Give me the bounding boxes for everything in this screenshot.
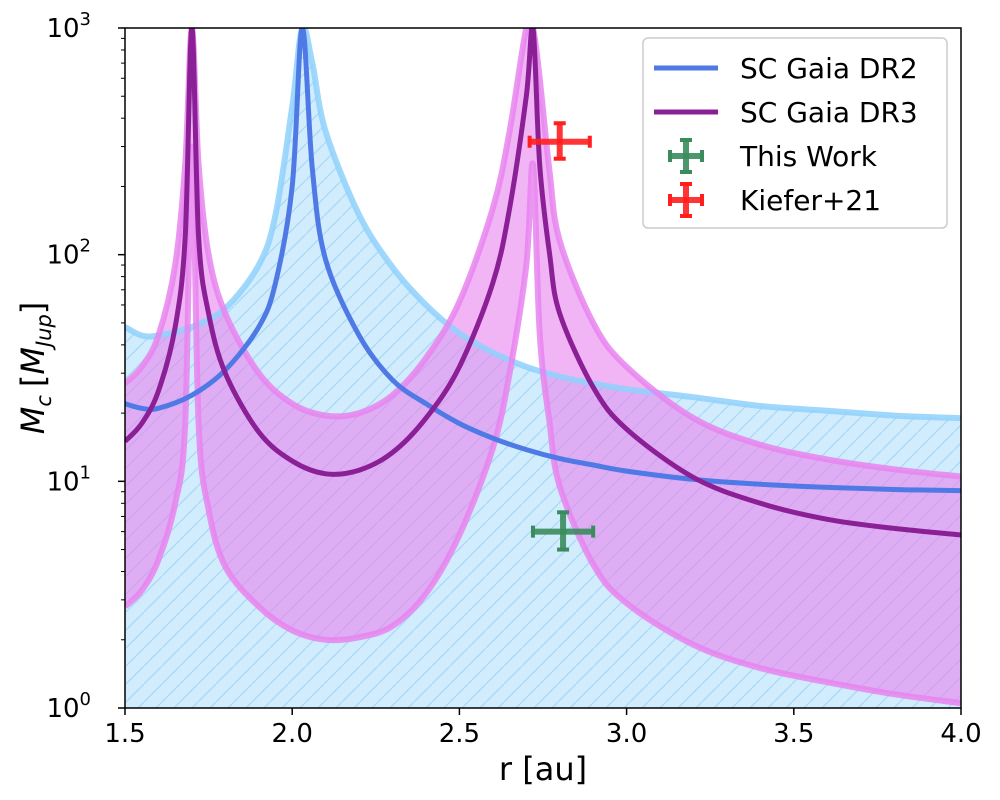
x-tick-label: 3.5 — [773, 719, 814, 749]
legend: SC Gaia DR2 SC Gaia DR3 This Work Kiefer+21 — [642, 37, 948, 229]
x-tick-label: 2.5 — [439, 719, 480, 749]
x-axis-ticks: 1.5 2.0 2.5 3.0 3.5 4.0 — [104, 708, 982, 749]
x-tick-label: 4.0 — [940, 719, 981, 749]
legend-label: This Work — [739, 140, 878, 173]
legend-item-sc-gaia-dr2: SC Gaia DR2 — [654, 52, 918, 85]
y-tick-label: 102 — [46, 236, 91, 271]
legend-label: SC Gaia DR2 — [740, 52, 918, 85]
y-axis-ticks: 100 101 102 103 — [46, 9, 125, 724]
legend-swatch — [668, 138, 704, 174]
legend-item-kiefer-21: Kiefer+21 — [668, 182, 881, 218]
y-tick-label: 100 — [46, 689, 91, 724]
y-tick-label: 103 — [46, 9, 91, 44]
legend-label: SC Gaia DR3 — [740, 96, 918, 129]
data-points — [527, 121, 596, 552]
kiefer-21-point — [527, 121, 592, 161]
legend-item-sc-gaia-dr3: SC Gaia DR3 — [654, 96, 918, 129]
this-work-point — [530, 510, 596, 552]
plot-area — [125, 28, 961, 708]
legend-item-this-work: This Work — [668, 138, 878, 174]
sc-gaia-dr3-line — [125, 28, 961, 538]
x-tick-label: 3.0 — [606, 719, 647, 749]
y-tick-label: 101 — [46, 462, 91, 497]
plot-frame — [124, 27, 962, 709]
sc-gaia-dr3-lower-edge — [125, 143, 961, 707]
error-bands — [125, 28, 961, 708]
sc-gaia-dr2-upper-edge — [125, 28, 961, 422]
y-axis-label: Mc[MJup] — [14, 302, 56, 435]
x-axis-label: r [au] — [499, 750, 587, 788]
x-tick-label: 2.0 — [272, 719, 313, 749]
legend-label: Kiefer+21 — [740, 184, 881, 217]
series-lines — [125, 28, 961, 538]
legend-swatch — [668, 182, 704, 218]
legend-box — [642, 37, 948, 229]
x-tick-label: 1.5 — [104, 719, 145, 749]
